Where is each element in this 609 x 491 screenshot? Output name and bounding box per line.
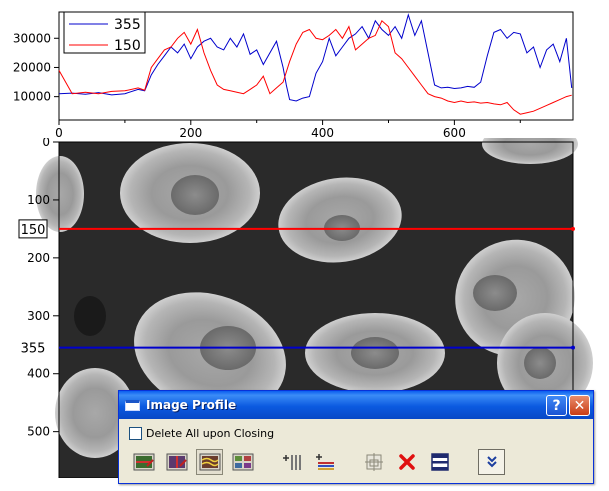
delete-all-checkbox[interactable] — [129, 427, 142, 440]
profile-label-box[interactable] — [18, 219, 48, 239]
profile-chart: 0 200 400 600 10000 20000 30000 355 150 — [13, 11, 574, 140]
image-profile-dialog[interactable]: Image Profile ? ✕ Delete All upon Closin… — [118, 390, 594, 484]
image-y-tick-label: 100 — [27, 193, 50, 207]
y-tick-label: 10000 — [13, 90, 51, 104]
add-vertical-line-button[interactable] — [278, 449, 305, 475]
delete-all-option[interactable]: Delete All upon Closing — [129, 427, 274, 440]
image-y-tick-label: 0 — [42, 138, 50, 149]
delete-all-label: Delete All upon Closing — [146, 427, 275, 440]
image-border — [58, 141, 574, 478]
image-y-tick-label: 200 — [27, 251, 50, 265]
cross-profile-icon — [232, 453, 253, 471]
vertical-profile-button[interactable] — [163, 449, 190, 475]
y-tick-label: 30000 — [13, 31, 51, 45]
close-button[interactable]: ✕ — [569, 395, 590, 416]
chart-legend[interactable]: 355 150 — [63, 11, 146, 54]
profile-label-150[interactable]: 150 — [21, 223, 46, 238]
legend-label-355: 355 — [114, 17, 141, 33]
cell — [482, 138, 578, 164]
help-button[interactable]: ? — [546, 395, 567, 416]
expand-more-button[interactable] — [478, 449, 505, 475]
series-line-150 — [58, 19, 572, 115]
chart-x-axis: 0 200 400 600 — [55, 120, 521, 140]
profile-line-handle[interactable] — [571, 226, 575, 231]
x-tick-label: 0 — [55, 126, 63, 140]
split-view-button[interactable] — [426, 449, 453, 475]
split-view-icon — [430, 453, 449, 471]
legend-box — [63, 11, 146, 54]
cross-profile-button[interactable] — [229, 449, 256, 475]
image-y-tick-label: 400 — [27, 367, 50, 381]
profile-line-handle[interactable] — [571, 345, 575, 350]
cell-nucleus — [524, 347, 556, 379]
legend-label-150: 150 — [114, 38, 141, 54]
dialog-titlebar[interactable]: Image Profile ? ✕ — [119, 391, 593, 419]
profile-lines: 150 355 — [18, 219, 575, 357]
x-tick-label: 600 — [443, 126, 466, 140]
image-y-tick-label: 300 — [27, 309, 50, 323]
image-y-axis: 0 100 200 300 400 500 — [27, 138, 59, 439]
chart-series-group — [58, 13, 573, 115]
graph-settings-button[interactable] — [360, 449, 387, 475]
profile-label-355[interactable]: 355 — [21, 342, 46, 357]
window-icon — [125, 399, 140, 411]
expand-more-icon — [486, 456, 497, 468]
horizontal-stack-profile-button[interactable] — [196, 449, 223, 475]
horizontal-profile-button[interactable] — [130, 449, 157, 475]
series-line-355 — [58, 13, 573, 102]
cell-nucleus — [351, 337, 399, 369]
graph-settings-icon — [364, 453, 383, 471]
cell — [55, 368, 135, 458]
cell — [36, 156, 84, 232]
add-vertical-line-icon — [282, 455, 301, 470]
vertical-profile-icon — [166, 453, 187, 471]
horizontal-profile-icon — [133, 453, 154, 471]
delete-icon — [398, 454, 415, 470]
x-tick-label: 200 — [179, 126, 202, 140]
y-tick-label: 20000 — [13, 60, 51, 74]
horizontal-stack-profile-icon — [199, 453, 220, 471]
add-horizontal-line-button[interactable] — [311, 449, 338, 475]
image-y-tick-label: 500 — [27, 425, 50, 439]
cell — [74, 296, 106, 336]
chart-y-axis: 10000 20000 30000 — [13, 31, 59, 104]
x-tick-label: 400 — [311, 126, 334, 140]
dialog-title: Image Profile — [146, 398, 237, 412]
cell-nucleus — [473, 275, 517, 311]
cell-nucleus — [171, 175, 219, 215]
add-horizontal-line-icon — [315, 454, 334, 470]
delete-button[interactable] — [393, 449, 420, 475]
